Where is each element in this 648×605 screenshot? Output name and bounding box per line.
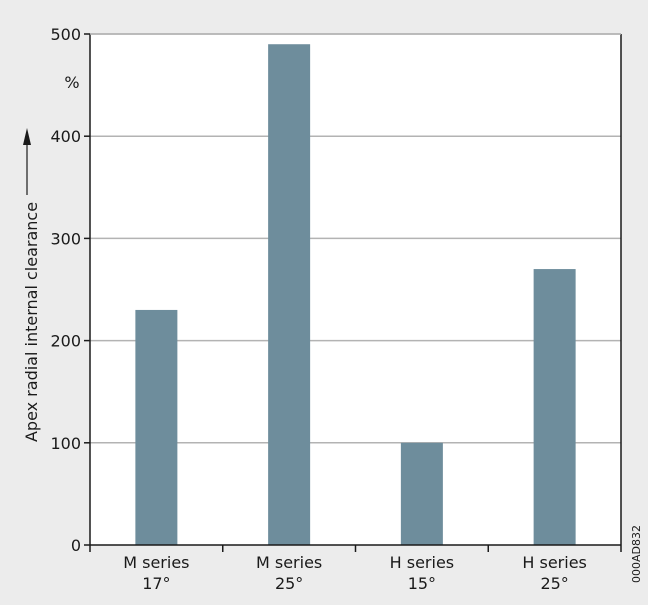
x-category-label: H series [390, 553, 455, 572]
y-tick-label: 200 [50, 332, 81, 351]
x-category-label: 17° [142, 574, 170, 593]
x-category-label: 15° [408, 574, 436, 593]
y-tick-labels: 0 100 200 300 400 500 [50, 25, 81, 555]
x-category-label: 25° [540, 574, 568, 593]
bar [533, 269, 576, 545]
plot-area [90, 34, 621, 545]
x-category-label: 25° [275, 574, 303, 593]
y-axis-title-group: Apex radial internal clearance [22, 128, 41, 442]
y-tick-label: 0 [71, 536, 81, 555]
y-tick-label: 500 [50, 25, 81, 44]
y-unit-label: % [64, 73, 79, 92]
x-category-label: M series [256, 553, 322, 572]
bar [400, 442, 443, 545]
y-tick-label: 400 [50, 127, 81, 146]
axes [84, 33, 622, 552]
bar [135, 309, 178, 545]
x-category-label: M series [123, 553, 189, 572]
y-axis-arrow-head-icon [23, 128, 31, 145]
x-tick-labels: M series 17° M series 25° H series 15° H serie… [123, 553, 587, 593]
y-tick-label: 100 [50, 434, 81, 453]
x-category-label: H series [522, 553, 587, 572]
bars [135, 44, 576, 545]
bar [268, 44, 311, 545]
y-tick-label: 300 [50, 229, 81, 248]
figure-code: 000AD832 [630, 525, 643, 583]
y-axis-title: Apex radial internal clearance [22, 202, 41, 442]
